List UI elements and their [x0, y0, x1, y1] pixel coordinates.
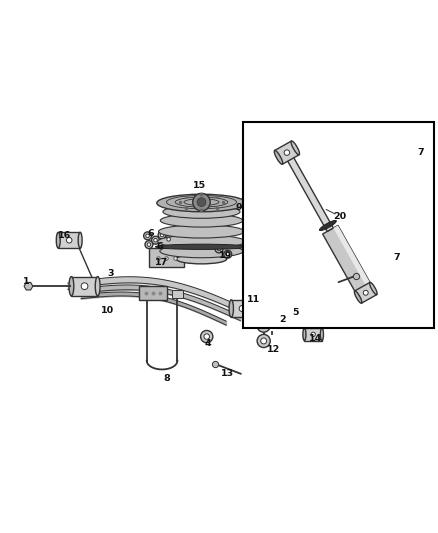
Circle shape	[152, 236, 159, 244]
Ellipse shape	[95, 277, 100, 296]
Polygon shape	[284, 151, 333, 231]
Circle shape	[224, 251, 232, 258]
Text: 15: 15	[193, 181, 206, 190]
Circle shape	[167, 238, 170, 241]
Text: 4: 4	[205, 338, 212, 348]
Ellipse shape	[303, 328, 306, 341]
Text: 5: 5	[293, 308, 299, 317]
Bar	[243, 122, 434, 328]
Circle shape	[145, 241, 153, 248]
Text: 3: 3	[107, 269, 113, 278]
Circle shape	[257, 319, 270, 332]
Circle shape	[197, 198, 206, 206]
Ellipse shape	[78, 232, 82, 248]
Ellipse shape	[157, 194, 246, 212]
Ellipse shape	[159, 225, 244, 238]
Ellipse shape	[274, 150, 283, 164]
Circle shape	[257, 334, 270, 348]
Circle shape	[160, 233, 164, 237]
Circle shape	[147, 243, 151, 246]
Polygon shape	[355, 282, 377, 303]
Circle shape	[154, 238, 157, 242]
Ellipse shape	[229, 300, 233, 317]
Text: 17: 17	[155, 257, 168, 266]
Polygon shape	[323, 225, 373, 297]
FancyBboxPatch shape	[172, 290, 183, 298]
Ellipse shape	[163, 205, 240, 219]
Circle shape	[217, 247, 221, 251]
Circle shape	[215, 245, 223, 253]
Text: 7: 7	[417, 148, 424, 157]
Polygon shape	[269, 311, 278, 319]
Text: 7: 7	[393, 253, 400, 262]
Ellipse shape	[160, 245, 243, 258]
Ellipse shape	[291, 141, 300, 155]
Text: 13: 13	[221, 369, 234, 378]
Polygon shape	[24, 282, 33, 290]
Text: 2: 2	[279, 316, 286, 325]
Circle shape	[165, 236, 173, 243]
Text: 6: 6	[156, 243, 163, 251]
FancyBboxPatch shape	[139, 286, 167, 300]
Circle shape	[226, 253, 230, 256]
Polygon shape	[304, 328, 322, 341]
Circle shape	[67, 238, 72, 243]
Ellipse shape	[155, 244, 247, 249]
Polygon shape	[275, 141, 299, 164]
Polygon shape	[71, 277, 98, 296]
Circle shape	[261, 338, 267, 344]
FancyBboxPatch shape	[149, 248, 184, 268]
Text: 14: 14	[309, 334, 322, 343]
Ellipse shape	[354, 291, 362, 303]
Ellipse shape	[370, 282, 377, 295]
Ellipse shape	[319, 221, 336, 231]
Text: 9: 9	[235, 203, 242, 212]
Ellipse shape	[176, 254, 227, 264]
Ellipse shape	[320, 328, 323, 341]
Circle shape	[311, 332, 315, 336]
Ellipse shape	[160, 214, 243, 227]
Text: 19: 19	[219, 251, 232, 260]
Ellipse shape	[69, 277, 74, 296]
Text: 8: 8	[163, 374, 170, 383]
Text: 10: 10	[101, 306, 114, 315]
Circle shape	[144, 232, 152, 240]
Circle shape	[81, 283, 88, 289]
Polygon shape	[58, 232, 80, 248]
Circle shape	[239, 305, 245, 312]
Circle shape	[146, 234, 149, 238]
Polygon shape	[231, 300, 253, 317]
Ellipse shape	[158, 235, 245, 248]
Circle shape	[204, 334, 209, 340]
Circle shape	[261, 322, 267, 328]
Circle shape	[284, 150, 290, 156]
Polygon shape	[333, 225, 373, 291]
Ellipse shape	[56, 232, 60, 248]
Circle shape	[201, 330, 213, 343]
Text: 20: 20	[333, 212, 346, 221]
Text: 11: 11	[247, 295, 261, 304]
Circle shape	[158, 231, 166, 239]
Text: 1: 1	[23, 277, 30, 286]
FancyBboxPatch shape	[141, 290, 152, 298]
Text: 6: 6	[148, 229, 155, 238]
Circle shape	[363, 290, 368, 295]
Circle shape	[193, 193, 210, 211]
Text: 12: 12	[267, 345, 280, 354]
Ellipse shape	[251, 300, 255, 317]
Text: 16: 16	[58, 231, 71, 240]
